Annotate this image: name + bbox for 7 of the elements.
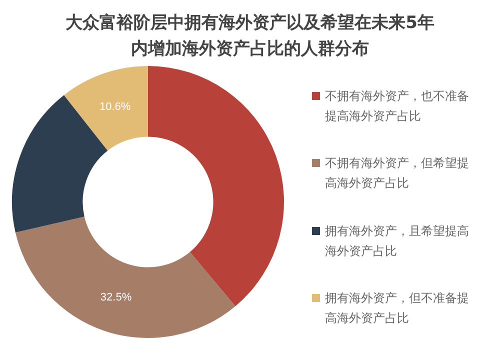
legend-label: 不拥有海外资产，也不准备提高海外资产占比	[325, 88, 470, 125]
chart-title: 大众富裕阶层中拥有海外资产以及希望在未来5年内增加海外资产占比的人群分布	[64, 12, 436, 61]
legend-label: 拥有海外资产，且希望提高海外资产占比	[325, 222, 470, 260]
data-label: 10.6%	[100, 100, 131, 113]
legend-label: 不拥有海外资产，但希望提高海外资产占比	[325, 155, 470, 192]
data-label: 32.5%	[100, 291, 132, 304]
legend-label: 拥有海外资产，但不准备提高海外资产占比	[325, 290, 470, 328]
